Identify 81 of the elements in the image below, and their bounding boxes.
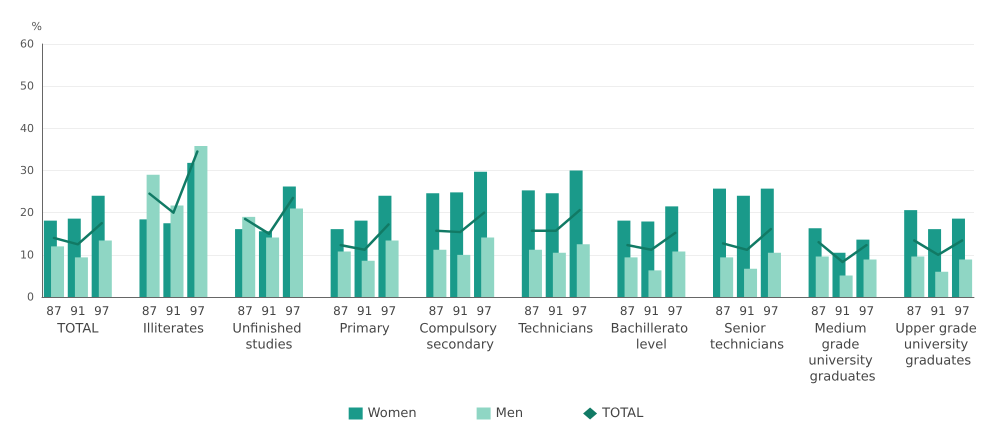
x-tick-label: 97 <box>858 304 874 318</box>
x-tick-label: 91 <box>166 304 182 318</box>
bar <box>146 174 160 297</box>
x-tick-label: 91 <box>644 304 660 318</box>
bar <box>720 257 734 297</box>
x-tick-label: 91 <box>930 304 946 318</box>
y-tick-label: 30 <box>20 164 34 177</box>
x-tick-label: 91 <box>739 304 755 318</box>
bar <box>528 250 542 297</box>
bar <box>576 244 590 297</box>
x-tick-label: 91 <box>70 304 86 318</box>
text: Medium grade university graduates <box>808 322 877 384</box>
bar <box>170 206 184 297</box>
x-tick-label: 91 <box>356 304 372 318</box>
bar <box>194 146 208 297</box>
x-tick-label: 97 <box>380 304 396 318</box>
bar <box>242 216 256 297</box>
text: TOTAL <box>56 322 100 336</box>
y-tick-label: 40 <box>20 122 34 135</box>
bar <box>744 268 758 297</box>
x-tick-label: 87 <box>524 304 540 318</box>
text: Senior technicians <box>710 322 784 352</box>
text: Bachillerato level <box>610 322 692 352</box>
bar <box>959 259 972 297</box>
bar <box>290 208 303 297</box>
y-tick-label: 10 <box>20 248 34 262</box>
x-tick-label: 97 <box>572 304 588 318</box>
bar <box>362 260 375 297</box>
bar <box>768 252 781 297</box>
text: Technicians <box>517 322 594 336</box>
bar <box>624 257 638 297</box>
text: Upper grade university graduates <box>895 322 981 368</box>
legend-label: Men <box>496 406 524 421</box>
bar <box>552 252 566 297</box>
bar <box>457 254 470 297</box>
legend-label: Women <box>368 406 417 421</box>
y-axis-title: % <box>32 20 42 33</box>
bar <box>481 238 494 297</box>
bar <box>935 272 948 297</box>
x-tick-label: 87 <box>715 304 731 318</box>
x-tick-label: 91 <box>261 304 277 318</box>
x-tick-label: 87 <box>620 304 636 318</box>
x-tick-label: 87 <box>142 304 158 318</box>
bar <box>386 240 399 297</box>
bar <box>74 257 88 297</box>
bar <box>816 256 829 297</box>
y-tick-label: 50 <box>20 80 34 93</box>
x-tick-label: 87 <box>811 304 826 318</box>
x-tick-label: 91 <box>834 304 850 318</box>
x-tick-label: 87 <box>237 304 253 318</box>
text: Unfinished studies <box>232 322 306 352</box>
x-tick-label: 87 <box>46 304 62 318</box>
x-tick-label: 97 <box>476 304 492 318</box>
bar <box>338 251 351 297</box>
bar <box>672 251 686 297</box>
legend-label: TOTAL <box>601 406 644 421</box>
text: Illiterates <box>142 322 204 336</box>
x-tick-label: 97 <box>190 304 205 318</box>
x-tick-label: 87 <box>906 304 922 318</box>
y-tick-label: 20 <box>20 206 34 220</box>
bar <box>98 240 112 297</box>
x-tick-label: 97 <box>954 304 970 318</box>
x-tick-label: 97 <box>763 304 779 318</box>
x-tick-label: 91 <box>548 304 564 318</box>
x-tick-label: 97 <box>94 304 110 318</box>
bar <box>51 246 64 297</box>
x-tick-label: 87 <box>333 304 348 318</box>
y-tick-label: 60 <box>20 38 34 50</box>
bar <box>648 270 662 297</box>
bar <box>864 259 877 297</box>
text: Compulsory secondary <box>419 322 502 352</box>
bar <box>433 250 446 297</box>
bar <box>840 275 853 297</box>
x-tick-label: 97 <box>285 304 301 318</box>
text: Primary <box>339 322 390 336</box>
x-tick-label: 91 <box>452 304 468 318</box>
x-tick-label: 97 <box>668 304 683 318</box>
bar <box>911 256 924 297</box>
bar <box>266 238 280 297</box>
x-tick-label: 87 <box>428 304 444 318</box>
y-tick-label: 0 <box>27 290 34 304</box>
